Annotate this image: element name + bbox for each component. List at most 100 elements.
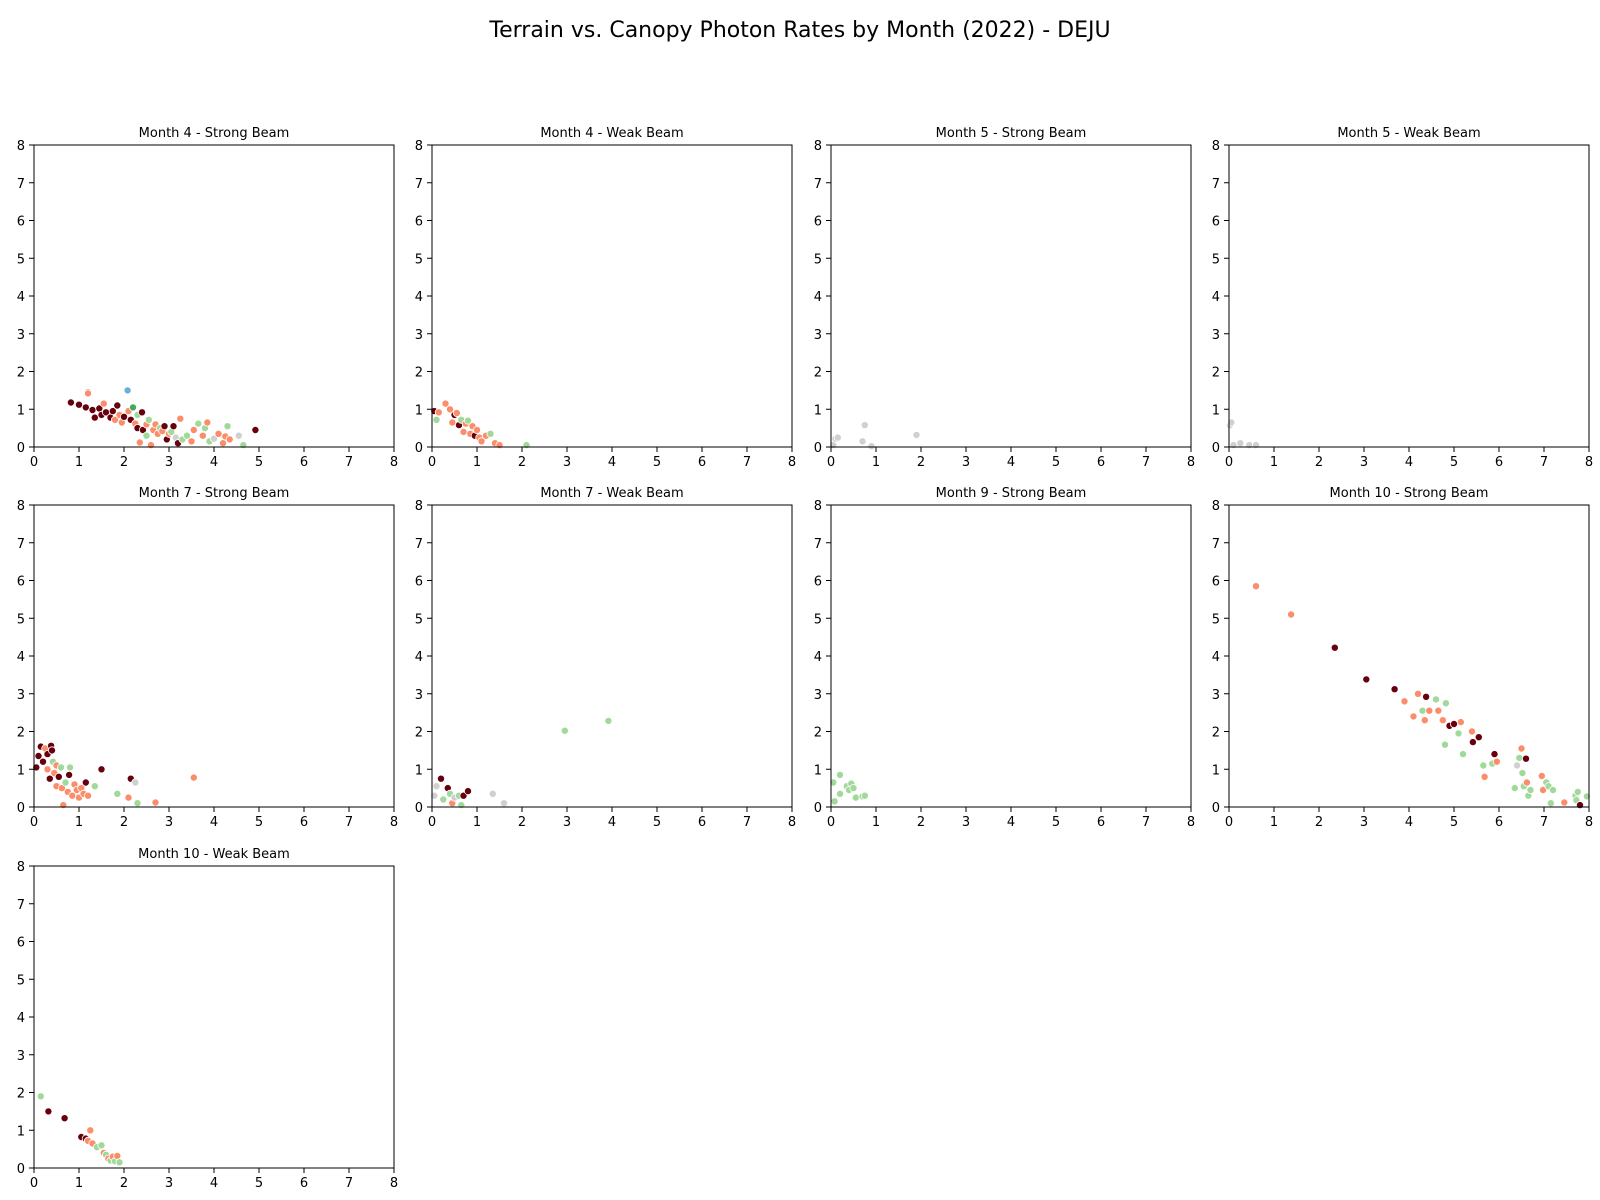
x-tick-label: 4 bbox=[608, 815, 616, 830]
data-point bbox=[457, 801, 466, 810]
y-tick-label: 1 bbox=[814, 763, 822, 778]
data-point bbox=[486, 429, 495, 438]
data-point bbox=[160, 422, 169, 431]
data-point bbox=[830, 797, 839, 806]
data-point bbox=[45, 774, 54, 783]
y-tick-label: 2 bbox=[1212, 726, 1220, 741]
x-tick-label: 6 bbox=[300, 455, 308, 470]
data-point bbox=[57, 763, 66, 772]
y-tick-label: 6 bbox=[1212, 575, 1220, 590]
x-tick-label: 8 bbox=[788, 455, 796, 470]
x-tick-label: 8 bbox=[390, 1176, 398, 1191]
y-tick-label: 3 bbox=[415, 688, 423, 703]
subplot-4: Month 5 - Weak Beam 0 1 2 3 4 5 6 7 8 0 1 2 3 4 5 6 7 8 bbox=[1212, 126, 1593, 470]
axes-frame bbox=[431, 504, 793, 808]
x-tick-label: 2 bbox=[917, 815, 925, 830]
y-tick-label: 3 bbox=[17, 328, 25, 343]
x-tick-label: 2 bbox=[120, 815, 128, 830]
data-point bbox=[39, 757, 48, 766]
data-point bbox=[223, 422, 232, 431]
data-point bbox=[1425, 706, 1434, 715]
subplot-title: Month 10 - Strong Beam bbox=[1330, 486, 1489, 501]
y-tick-label: 6 bbox=[1212, 215, 1220, 230]
y-tick-label: 7 bbox=[1212, 537, 1220, 552]
x-tick-label: 1 bbox=[1270, 815, 1278, 830]
x-tick-label: 2 bbox=[518, 815, 526, 830]
subplot-title: Month 7 - Weak Beam bbox=[540, 486, 683, 501]
data-point bbox=[1513, 761, 1522, 770]
x-tick-label: 4 bbox=[210, 815, 218, 830]
x-tick-label: 0 bbox=[827, 815, 835, 830]
data-point bbox=[81, 778, 90, 787]
data-point bbox=[439, 795, 448, 804]
data-point bbox=[1468, 738, 1477, 747]
y-tick-label: 8 bbox=[17, 860, 25, 875]
x-tick-label: 1 bbox=[75, 455, 83, 470]
y-tick-label: 8 bbox=[415, 139, 423, 154]
data-point bbox=[1454, 729, 1463, 738]
y-tick-label: 0 bbox=[17, 1162, 25, 1177]
y-tick-label: 5 bbox=[17, 973, 25, 988]
data-point bbox=[1517, 744, 1526, 753]
data-point bbox=[1236, 439, 1245, 448]
x-tick-label: 2 bbox=[120, 1176, 128, 1191]
y-tick-label: 4 bbox=[17, 290, 25, 305]
x-tick-label: 0 bbox=[30, 815, 38, 830]
x-tick-label: 5 bbox=[653, 815, 661, 830]
data-point bbox=[65, 770, 74, 779]
subplot-9: Month 10 - Weak Beam 0 1 2 3 4 5 6 7 8 0 1 2 3 4 5 6 7 8 bbox=[17, 847, 398, 1191]
y-tick-label: 7 bbox=[415, 177, 423, 192]
data-point bbox=[214, 429, 223, 438]
data-point bbox=[88, 405, 97, 414]
x-tick-label: 1 bbox=[473, 815, 481, 830]
x-tick-label: 6 bbox=[698, 455, 706, 470]
x-tick-label: 0 bbox=[30, 1176, 38, 1191]
y-tick-label: 2 bbox=[814, 726, 822, 741]
y-tick-label: 3 bbox=[415, 328, 423, 343]
y-tick-label: 7 bbox=[814, 537, 822, 552]
y-tick-label: 1 bbox=[17, 1124, 25, 1139]
data-point bbox=[113, 401, 122, 410]
subplot-3: Month 5 - Strong Beam 0 1 2 3 4 5 6 7 8 0 1 2 3 4 5 6 7 8 bbox=[814, 126, 1195, 470]
y-tick-label: 1 bbox=[1212, 403, 1220, 418]
data-point bbox=[463, 416, 472, 425]
y-tick-label: 7 bbox=[814, 177, 822, 192]
data-point bbox=[488, 789, 497, 798]
data-point bbox=[1441, 740, 1450, 749]
data-point bbox=[189, 773, 198, 782]
data-point bbox=[912, 430, 921, 439]
x-tick-label: 0 bbox=[428, 815, 436, 830]
data-point bbox=[176, 414, 185, 423]
data-point bbox=[1287, 610, 1296, 619]
data-point bbox=[66, 763, 75, 772]
data-point bbox=[1227, 418, 1236, 427]
x-tick-label: 2 bbox=[1315, 815, 1323, 830]
x-tick-label: 0 bbox=[1225, 455, 1233, 470]
x-tick-label: 3 bbox=[165, 1176, 173, 1191]
data-point bbox=[144, 415, 153, 424]
data-point bbox=[111, 415, 120, 424]
axes-frame bbox=[1228, 504, 1590, 808]
y-tick-label: 0 bbox=[415, 441, 423, 456]
y-tick-label: 0 bbox=[17, 801, 25, 816]
x-tick-label: 7 bbox=[1142, 455, 1150, 470]
y-tick-label: 1 bbox=[17, 763, 25, 778]
y-tick-label: 0 bbox=[1212, 441, 1220, 456]
y-tick-label: 4 bbox=[415, 290, 423, 305]
axes-frame bbox=[1228, 144, 1590, 448]
data-point bbox=[833, 433, 842, 442]
x-tick-label: 2 bbox=[120, 455, 128, 470]
y-tick-label: 5 bbox=[17, 612, 25, 627]
y-tick-label: 8 bbox=[17, 499, 25, 514]
data-point bbox=[1518, 769, 1527, 778]
subplot-title: Month 7 - Strong Beam bbox=[139, 486, 290, 501]
data-point bbox=[81, 403, 90, 412]
x-tick-label: 2 bbox=[518, 455, 526, 470]
x-tick-label: 3 bbox=[165, 455, 173, 470]
x-tick-label: 5 bbox=[255, 455, 263, 470]
x-tick-label: 0 bbox=[1225, 815, 1233, 830]
x-tick-label: 6 bbox=[300, 815, 308, 830]
y-tick-label: 2 bbox=[17, 366, 25, 381]
